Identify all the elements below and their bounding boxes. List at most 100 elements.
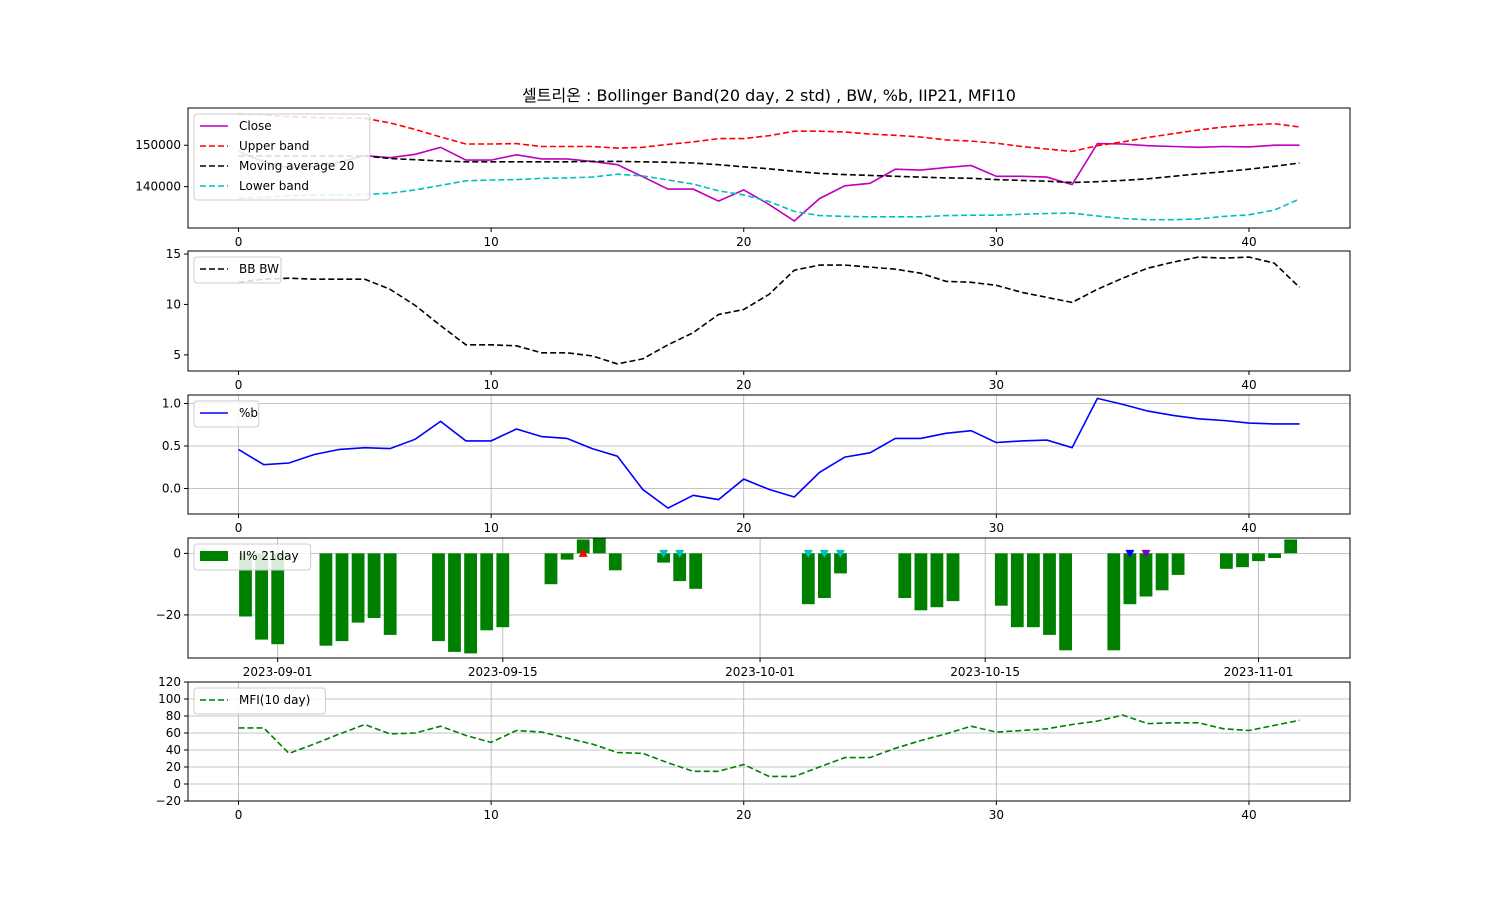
y-tick-label: 40 [166, 743, 181, 757]
bar [480, 553, 494, 631]
x-tick-label: 20 [736, 521, 751, 535]
legend: MFI(10 day) [193, 687, 326, 715]
legend-label: Upper band [239, 139, 309, 153]
series-line-bb-bw [238, 256, 1301, 365]
bar [1252, 553, 1265, 562]
bar [1027, 553, 1040, 628]
marker-triangle-down [1141, 549, 1151, 558]
panel-price-bands: 0 10 20 30 40 140000 150000 Close Upper band Movi… [135, 107, 1351, 249]
y-tick-label: 1.0 [162, 397, 181, 411]
x-tick-label: 40 [1241, 521, 1256, 535]
panel-bandwidth: 0 10 20 30 40 5 10 15 BB BW [166, 247, 1351, 392]
x-tick-label: 10 [483, 521, 498, 535]
x-tick-label: 0 [235, 378, 243, 392]
y-tick-label: 150000 [135, 138, 181, 152]
bar [335, 553, 349, 642]
bar [383, 553, 397, 635]
series-line-moving-average-20 [238, 155, 1300, 184]
x-tick-label: 20 [736, 378, 751, 392]
figure-title: 셀트리온 : Bollinger Band(20 day, 2 std) , B… [522, 86, 1016, 105]
y-tick-label: 140000 [135, 180, 181, 194]
bar [673, 553, 687, 582]
axes-frame [187, 681, 1351, 802]
legend-label: BB BW [239, 262, 279, 276]
x-tick-label: 30 [989, 378, 1004, 392]
bar [608, 553, 622, 571]
legend-box [193, 543, 312, 571]
bar [1123, 553, 1137, 605]
bar [544, 553, 558, 585]
legend-box [193, 256, 282, 284]
panel-iip21: 2023-09-01 2023-09-15 2023-10-01 2023-10-15… [156, 537, 1351, 679]
axes-frame [187, 394, 1351, 515]
bar [496, 553, 510, 628]
x-tick-label: 40 [1241, 235, 1256, 249]
y-tick-label: 10 [166, 297, 181, 311]
panel-mfi: 0 10 20 30 40 −20 0 20 40 60 80 100 120 MFI(10 day) [156, 675, 1351, 822]
x-tick-label: 2023-09-01 [243, 665, 313, 679]
y-tick-label: −20 [156, 794, 181, 808]
x-tick-label: 10 [483, 235, 498, 249]
y-tick-label: 0 [173, 777, 181, 791]
marker-triangle-down [835, 549, 845, 558]
bar [271, 553, 285, 645]
bar [1155, 553, 1169, 591]
bar [255, 553, 268, 640]
series-line-close [238, 142, 1300, 223]
panel-percent-b: 0 10 20 30 40 0.0 0.5 1.0 %b [162, 394, 1351, 535]
x-tick-label: 2023-09-15 [468, 665, 538, 679]
legend: %b [193, 400, 260, 428]
x-tick-label: 10 [483, 808, 498, 822]
legend-label: Close [239, 119, 272, 133]
bar [1284, 539, 1298, 554]
legend-swatch [200, 551, 228, 561]
bar [592, 538, 606, 554]
axes-frame [187, 250, 1351, 372]
x-tick-label: 2023-10-01 [725, 665, 795, 679]
bar [657, 553, 670, 563]
y-tick-label: 0.5 [162, 439, 181, 453]
x-tick-label: 0 [235, 808, 243, 822]
series-line--b [238, 397, 1300, 510]
bar [834, 553, 847, 574]
plot-area [239, 538, 1298, 654]
axes-frame [187, 107, 1351, 229]
series-line-upper-band [238, 113, 1300, 153]
legend-box [193, 113, 371, 201]
bar [448, 553, 461, 652]
marker-triangle-down [1125, 549, 1135, 558]
legend-box [193, 400, 260, 428]
bar [1043, 553, 1056, 635]
legend-label: Moving average 20 [239, 159, 354, 173]
bar [351, 553, 365, 623]
legend: BB BW [193, 256, 282, 284]
bar [801, 553, 815, 605]
plot-area [238, 113, 1300, 223]
bar [1268, 553, 1281, 558]
bar [689, 553, 703, 589]
bar [1139, 553, 1153, 597]
x-tick-label: 20 [736, 235, 751, 249]
bar [1220, 553, 1233, 569]
y-tick-label: 5 [173, 348, 181, 362]
y-tick-label: 100 [158, 692, 181, 706]
x-tick-label: 2023-11-01 [1224, 665, 1294, 679]
legend-label: II% 21day [239, 549, 299, 563]
bar [1107, 553, 1121, 651]
bar [914, 553, 928, 611]
plot-area [238, 397, 1300, 510]
bar [576, 539, 590, 554]
x-tick-label: 30 [989, 235, 1004, 249]
x-tick-label: 20 [736, 808, 751, 822]
legend-label: %b [239, 406, 258, 420]
bar [319, 553, 333, 646]
bar [464, 553, 477, 654]
x-tick-label: 30 [989, 521, 1004, 535]
marker-triangle-down [659, 549, 669, 558]
bar [1236, 553, 1249, 568]
x-tick-label: 0 [235, 235, 243, 249]
axes-frame [187, 537, 1351, 659]
marker-triangle-down [803, 549, 813, 558]
marker-triangle-down [675, 549, 685, 558]
